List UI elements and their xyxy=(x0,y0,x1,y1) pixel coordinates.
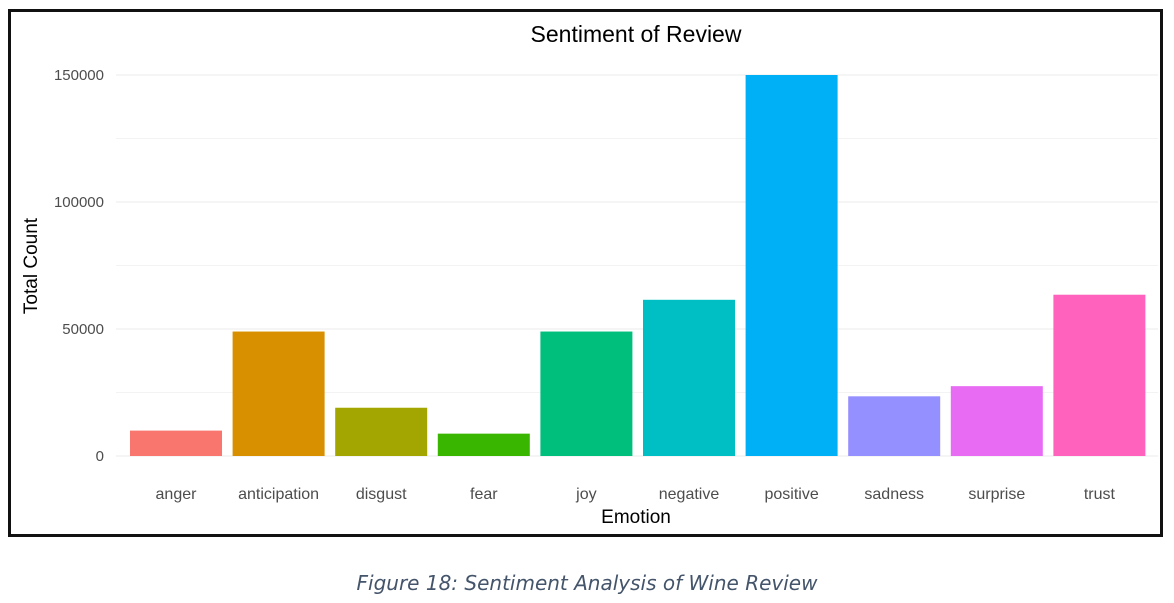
chart-title: Sentiment of Review xyxy=(531,21,742,47)
bar-joy xyxy=(540,331,633,456)
x-tick-label: positive xyxy=(764,486,818,503)
x-tick-labels: anger anticipation disgust fear joy negative p… xyxy=(156,486,1116,503)
x-tick-label: anger xyxy=(156,486,198,503)
x-tick-label: surprise xyxy=(968,486,1025,503)
bar-negative xyxy=(643,299,735,456)
y-tick-label: 0 xyxy=(96,448,104,465)
x-tick-label: negative xyxy=(659,486,720,503)
bars xyxy=(130,75,1146,456)
y-tick-label: 100000 xyxy=(54,194,104,211)
y-tick-label: 150000 xyxy=(54,67,104,84)
x-tick-label: fear xyxy=(470,486,498,503)
bar-anticipation xyxy=(232,331,325,456)
bar-chart: 0 50000 100000 150000 anger anticipation disg… xyxy=(21,21,1158,528)
x-tick-label: joy xyxy=(575,486,596,503)
bar-fear xyxy=(437,433,530,456)
bar-positive xyxy=(745,75,838,456)
bar-trust xyxy=(1053,294,1146,456)
bar-disgust xyxy=(335,407,428,456)
x-tick-label: trust xyxy=(1084,486,1116,503)
bar-anger xyxy=(130,430,222,456)
x-tick-label: anticipation xyxy=(238,486,319,503)
figure-caption: Figure 18: Sentiment Analysis of Wine Re… xyxy=(356,571,818,595)
x-tick-label: sadness xyxy=(864,486,924,503)
y-axis-label: Total Count xyxy=(21,217,42,314)
bar-surprise xyxy=(950,386,1043,456)
x-axis-label: Emotion xyxy=(601,507,671,528)
y-tick-label: 50000 xyxy=(62,321,104,338)
x-tick-label: disgust xyxy=(356,486,407,503)
bar-sadness xyxy=(848,396,941,456)
y-tick-labels: 0 50000 100000 150000 xyxy=(54,67,104,465)
